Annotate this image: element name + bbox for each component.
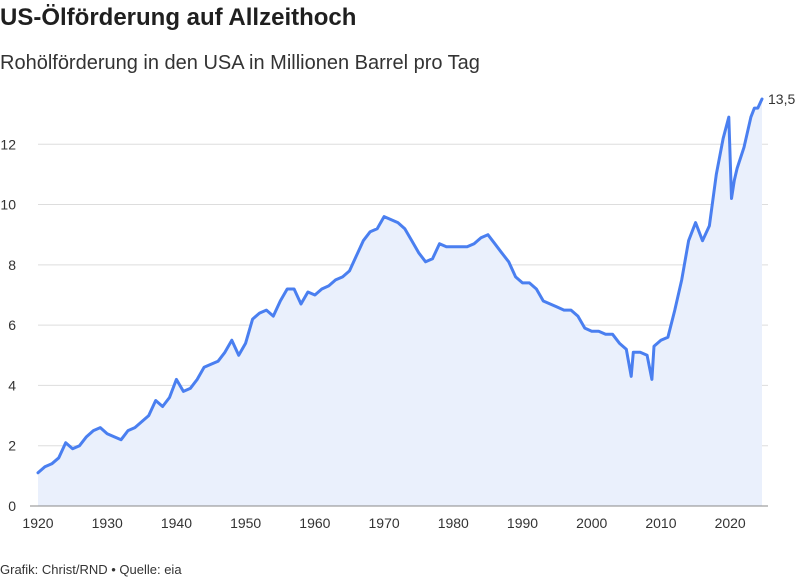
y-tick-label: 6 [8, 317, 16, 333]
end-value-label: 13,5 [768, 91, 795, 107]
x-tick-label: 2020 [715, 515, 746, 531]
y-tick-label: 2 [8, 438, 16, 454]
y-tick-label: 12 [0, 136, 16, 152]
x-tick-label: 1960 [299, 515, 330, 531]
series-line [36, 97, 764, 475]
x-tick-label: 2000 [576, 515, 607, 531]
x-tick-label: 2010 [645, 515, 676, 531]
chart-title: US-Ölförderung auf Allzeithoch [0, 4, 357, 31]
x-tick-label: 1940 [161, 515, 192, 531]
y-axis-ticks: 0 2 4 6 8 10 12 [0, 136, 16, 514]
x-axis-ticks: 1920 1930 1940 1950 1960 1970 1980 1990 2000 2010… [22, 515, 746, 531]
x-tick-label: 1970 [369, 515, 400, 531]
series-area [38, 99, 762, 506]
x-tick-label: 1920 [22, 515, 53, 531]
y-tick-label: 0 [8, 498, 16, 514]
x-tick-label: 1990 [507, 515, 538, 531]
y-tick-label: 10 [0, 197, 16, 213]
x-tick-label: 1930 [92, 515, 123, 531]
chart-subtitle: Rohölförderung in den USA in Millionen B… [0, 52, 480, 74]
y-tick-label: 8 [8, 257, 16, 273]
x-tick-label: 1980 [438, 515, 469, 531]
x-tick-label: 1950 [230, 515, 261, 531]
y-tick-label: 4 [8, 377, 16, 393]
source-footer: Grafik: Christ/RND • Quelle: eia [0, 562, 182, 577]
